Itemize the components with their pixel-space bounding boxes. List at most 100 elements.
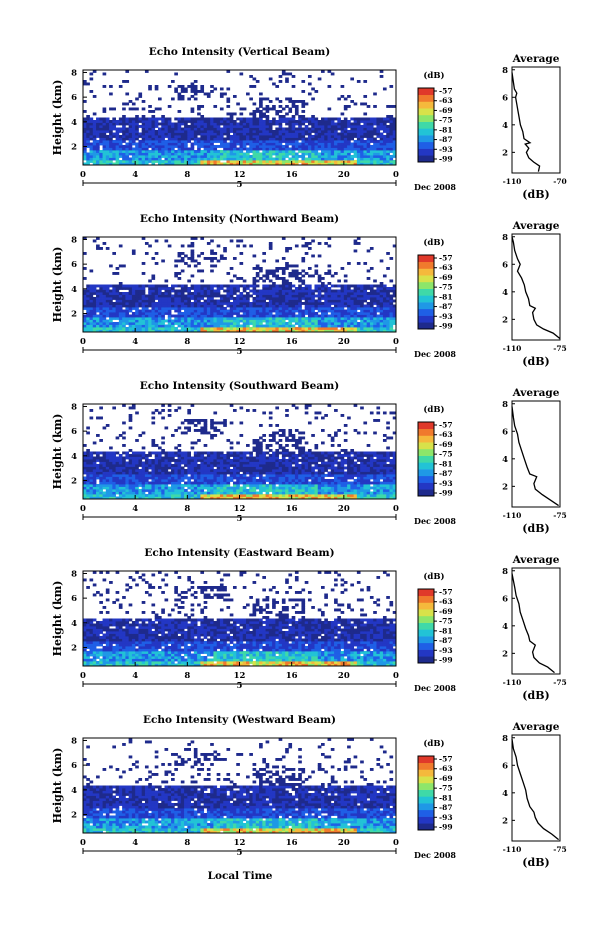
x-tick-label: 0 [80,337,86,347]
panel-title: Echo Intensity (Southward Beam) [140,380,339,392]
colorbar-tick-label: -63 [439,430,453,439]
y-tick-label: 8 [71,402,77,412]
y-tick-label: 2 [71,643,77,653]
y-tick-label: 2 [71,810,77,820]
colorbar-label: (dB) [423,237,444,248]
day-label: 5 [237,848,243,858]
profile-frame [511,734,561,842]
colorbar-tick-label: -93 [439,813,453,822]
profile-y-tick-label: 2 [502,649,508,659]
x-tick-label: 0 [393,337,399,347]
colorbar-label: (dB) [423,70,444,81]
x-tick-label: 4 [132,337,138,347]
colorbar-tick-label: -69 [439,774,453,783]
colorbar-swatch [418,88,434,96]
colorbar-tick-label: -93 [439,145,453,154]
y-tick-label: 6 [71,761,77,771]
y-tick-label: 2 [71,142,77,152]
profile-x-tick-label: -110 [503,177,522,186]
profile-y-tick-label: 2 [502,315,508,325]
colorbar-swatch [418,782,434,790]
x-tick-label: 8 [184,170,190,180]
colorbar-swatch [418,816,434,824]
colorbar-swatch [418,656,434,664]
colorbar-swatch [418,148,434,156]
heatmap-cells [83,237,397,333]
profile-y-tick-label: 4 [502,455,508,465]
colorbar-tick-label: -63 [439,597,453,606]
y-axis-label: Height (km) [51,247,64,323]
profile-y-tick-label: 8 [502,233,508,243]
profile-y-tick-label: 2 [502,482,508,492]
profile-y-tick-label: 6 [502,260,508,270]
colorbar-swatch [418,315,434,323]
profile-title: Average [512,387,560,399]
colorbar-swatch [418,128,434,136]
y-tick-label: 8 [71,736,77,746]
colorbar-swatch [418,642,434,650]
colorbar-swatch [418,281,434,289]
colorbar-swatch [418,94,434,102]
profile-x-tick-label: -110 [503,344,522,353]
profile-frame [511,233,561,341]
colorbar-swatch [418,455,434,463]
profile-title: Average [512,53,560,65]
x-tick-label: 0 [80,504,86,514]
x-tick-label: 4 [132,671,138,681]
y-tick-label: 6 [71,427,77,437]
heatmap-cells [83,404,397,500]
colorbar-tick-label: -81 [439,125,453,134]
colorbar-swatch [418,255,434,263]
colorbar-tick-label: -57 [439,421,453,430]
x-tick-label: 0 [393,671,399,681]
x-tick-label: 8 [184,504,190,514]
colorbar-swatch [418,469,434,477]
colorbar-tick-label: -75 [439,450,453,459]
profile-x-label: (dB) [522,355,549,368]
day-label: 5 [237,681,243,691]
colorbar-swatch [418,475,434,483]
colorbar-swatch [418,442,434,450]
profile-line [511,72,541,172]
colorbar-swatch [418,268,434,276]
y-axis-label: Height (km) [51,414,64,490]
profile-y-tick-label: 2 [502,148,508,158]
y-tick-label: 2 [71,309,77,319]
profile-frame [511,66,561,174]
colorbar-swatch [418,302,434,310]
colorbar-swatch [418,295,434,303]
colorbar-swatch [418,121,434,129]
colorbar-tick-label: -69 [439,273,453,282]
colorbar-tick-label: -75 [439,116,453,125]
colorbar-tick-label: -57 [439,588,453,597]
colorbar-swatch [418,114,434,122]
y-axis-label: Height (km) [51,581,64,657]
y-tick-label: 8 [71,68,77,78]
profile-y-tick-label: 4 [502,288,508,298]
colorbar-swatch [418,308,434,316]
x-tick-label: 12 [234,337,246,347]
x-tick-label: 20 [338,337,350,347]
colorbar-tick-label: -63 [439,764,453,773]
day-label: 5 [237,180,243,190]
heatmap-cells [83,571,397,667]
profile-y-tick-label: 8 [502,400,508,410]
colorbar-swatch [418,135,434,143]
colorbar-tick-label: -87 [439,135,453,144]
x-tick-label: 0 [393,838,399,848]
colorbar-tick-label: -57 [439,755,453,764]
colorbar-frame [417,588,435,664]
colorbar-swatch [418,615,434,623]
colorbar-swatch [418,155,434,163]
colorbar-swatch [418,422,434,430]
colorbar-tick-label: -87 [439,302,453,311]
colorbar-swatch [418,141,434,149]
heatmap-cells [83,738,397,834]
colorbar-swatch [418,803,434,811]
colorbar-tick-label: -99 [439,656,453,665]
colorbar-tick-label: -63 [439,263,453,272]
colorbar-tick-label: -75 [439,784,453,793]
profile-y-tick-label: 2 [502,816,508,826]
x-tick-label: 12 [234,838,246,848]
